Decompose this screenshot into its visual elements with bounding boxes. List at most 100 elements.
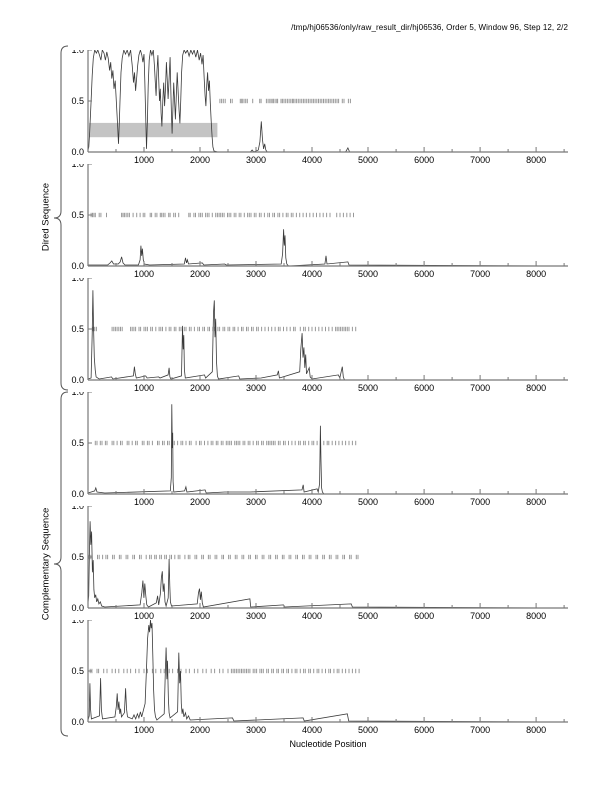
codon-markers (88, 554, 359, 560)
svg-text:0.0: 0.0 (71, 717, 84, 727)
coding-potential-curve (87, 620, 569, 723)
svg-text:2000: 2000 (190, 611, 210, 620)
ticks (88, 164, 565, 267)
brace-complementary (53, 391, 69, 737)
svg-text:3000: 3000 (246, 269, 266, 278)
codon-markers (90, 212, 354, 218)
axes (87, 392, 568, 495)
svg-text:5000: 5000 (358, 725, 378, 734)
svg-text:0.0: 0.0 (71, 147, 84, 157)
svg-text:1.0: 1.0 (71, 620, 84, 625)
coding-potential-curve (87, 521, 569, 609)
svg-text:6000: 6000 (414, 383, 434, 392)
axes (87, 620, 568, 723)
ticks (88, 50, 565, 153)
x-tick-labels: 1000 2000 3000 4000 5000 6000 7000 8000 (134, 155, 546, 164)
svg-text:7000: 7000 (470, 497, 490, 506)
svg-text:5000: 5000 (358, 611, 378, 620)
svg-text:8000: 8000 (526, 269, 546, 278)
svg-text:4000: 4000 (302, 269, 322, 278)
plot-panel-direct-frame-1: 1000 2000 3000 4000 5000 6000 7000 8000 0.0 0.5 1.… (71, 50, 568, 164)
svg-text:4000: 4000 (302, 497, 322, 506)
y-tick-labels: 0.0 0.5 1.0 (71, 392, 84, 499)
svg-text:6000: 6000 (414, 725, 434, 734)
svg-text:0.5: 0.5 (71, 552, 84, 562)
svg-text:6000: 6000 (414, 611, 434, 620)
svg-text:0.0: 0.0 (71, 261, 84, 271)
y-tick-labels: 0.0 0.5 1.0 (71, 50, 84, 157)
svg-text:4000: 4000 (302, 383, 322, 392)
plot-panel-complementary-frame-1: 1000 2000 3000 4000 5000 6000 7000 8000 0.0 0.5 1.… (71, 392, 568, 506)
codon-markers (94, 440, 357, 446)
ticks (88, 620, 565, 723)
plot-panel-direct-frame-2: 1000 2000 3000 4000 5000 6000 7000 8000 0.0 0.5 1.… (71, 164, 569, 278)
y-tick-labels: 0.0 0.5 1.0 (71, 278, 84, 385)
svg-text:2000: 2000 (190, 269, 210, 278)
svg-text:5000: 5000 (358, 383, 378, 392)
svg-text:5000: 5000 (358, 269, 378, 278)
plot-title: /tmp/hj06536/only/raw_result_dir/hj06536… (291, 23, 568, 32)
x-tick-labels: 1000 2000 3000 4000 5000 6000 7000 8000 (134, 725, 546, 734)
svg-text:1000: 1000 (134, 611, 154, 620)
svg-text:1000: 1000 (134, 269, 154, 278)
x-axis-label: Nucleotide Position (289, 739, 367, 749)
svg-text:0.0: 0.0 (71, 489, 84, 499)
axes (87, 278, 568, 381)
plot-panel-complementary-frame-2: 1000 2000 3000 4000 5000 6000 7000 8000 0.0 0.5 1.… (71, 506, 569, 620)
svg-text:2000: 2000 (190, 155, 210, 164)
x-tick-labels: 1000 2000 3000 4000 5000 6000 7000 8000 (134, 269, 546, 278)
plot-panel-complementary-frame-3: 1000 2000 3000 4000 5000 6000 7000 8000 0.0 0.5 1.… (71, 620, 569, 734)
ticks (88, 278, 565, 381)
y-tick-labels: 0.0 0.5 1.0 (71, 164, 84, 271)
svg-text:6000: 6000 (414, 155, 434, 164)
svg-text:4000: 4000 (302, 611, 322, 620)
codon-markers (89, 668, 360, 674)
svg-text:1000: 1000 (134, 497, 154, 506)
codon-markers (92, 326, 357, 332)
ticks (88, 506, 565, 609)
svg-text:7000: 7000 (470, 611, 490, 620)
y-tick-labels: 0.0 0.5 1.0 (71, 506, 84, 613)
svg-text:2000: 2000 (190, 497, 210, 506)
svg-text:7000: 7000 (470, 269, 490, 278)
svg-text:6000: 6000 (414, 269, 434, 278)
coding-potential-curve (87, 290, 568, 381)
svg-text:0.0: 0.0 (71, 375, 84, 385)
svg-text:3000: 3000 (246, 725, 266, 734)
svg-text:2000: 2000 (190, 383, 210, 392)
svg-text:4000: 4000 (302, 725, 322, 734)
svg-text:0.5: 0.5 (71, 438, 84, 448)
x-tick-labels: 1000 2000 3000 4000 5000 6000 7000 8000 (134, 611, 546, 620)
svg-text:5000: 5000 (358, 497, 378, 506)
ticks (88, 392, 565, 495)
svg-text:0.0: 0.0 (71, 603, 84, 613)
svg-text:0.5: 0.5 (71, 324, 84, 334)
codon-markers (219, 98, 351, 104)
svg-text:4000: 4000 (302, 155, 322, 164)
svg-text:3000: 3000 (246, 497, 266, 506)
svg-text:0.5: 0.5 (71, 666, 84, 676)
x-tick-labels: 1000 2000 3000 4000 5000 6000 7000 8000 (134, 497, 546, 506)
plot-panel-direct-frame-3: 1000 2000 3000 4000 5000 6000 7000 8000 0.0 0.5 1.… (71, 278, 568, 392)
predicted-region-bar (89, 122, 218, 138)
svg-text:3000: 3000 (246, 611, 266, 620)
svg-text:1.0: 1.0 (71, 506, 84, 511)
coding-potential-curve (88, 229, 569, 267)
svg-text:1.0: 1.0 (71, 278, 84, 283)
svg-text:3000: 3000 (246, 155, 266, 164)
svg-text:1000: 1000 (134, 155, 154, 164)
svg-text:1.0: 1.0 (71, 164, 84, 169)
svg-text:1.0: 1.0 (71, 50, 84, 55)
svg-text:2000: 2000 (190, 725, 210, 734)
y-tick-labels: 0.0 0.5 1.0 (71, 620, 84, 727)
svg-text:7000: 7000 (470, 725, 490, 734)
svg-text:8000: 8000 (526, 725, 546, 734)
svg-text:0.5: 0.5 (71, 96, 84, 106)
brace-direct (53, 45, 69, 391)
svg-text:8000: 8000 (526, 611, 546, 620)
svg-text:6000: 6000 (414, 497, 434, 506)
svg-text:8000: 8000 (526, 383, 546, 392)
coding-potential-curve (87, 404, 568, 495)
